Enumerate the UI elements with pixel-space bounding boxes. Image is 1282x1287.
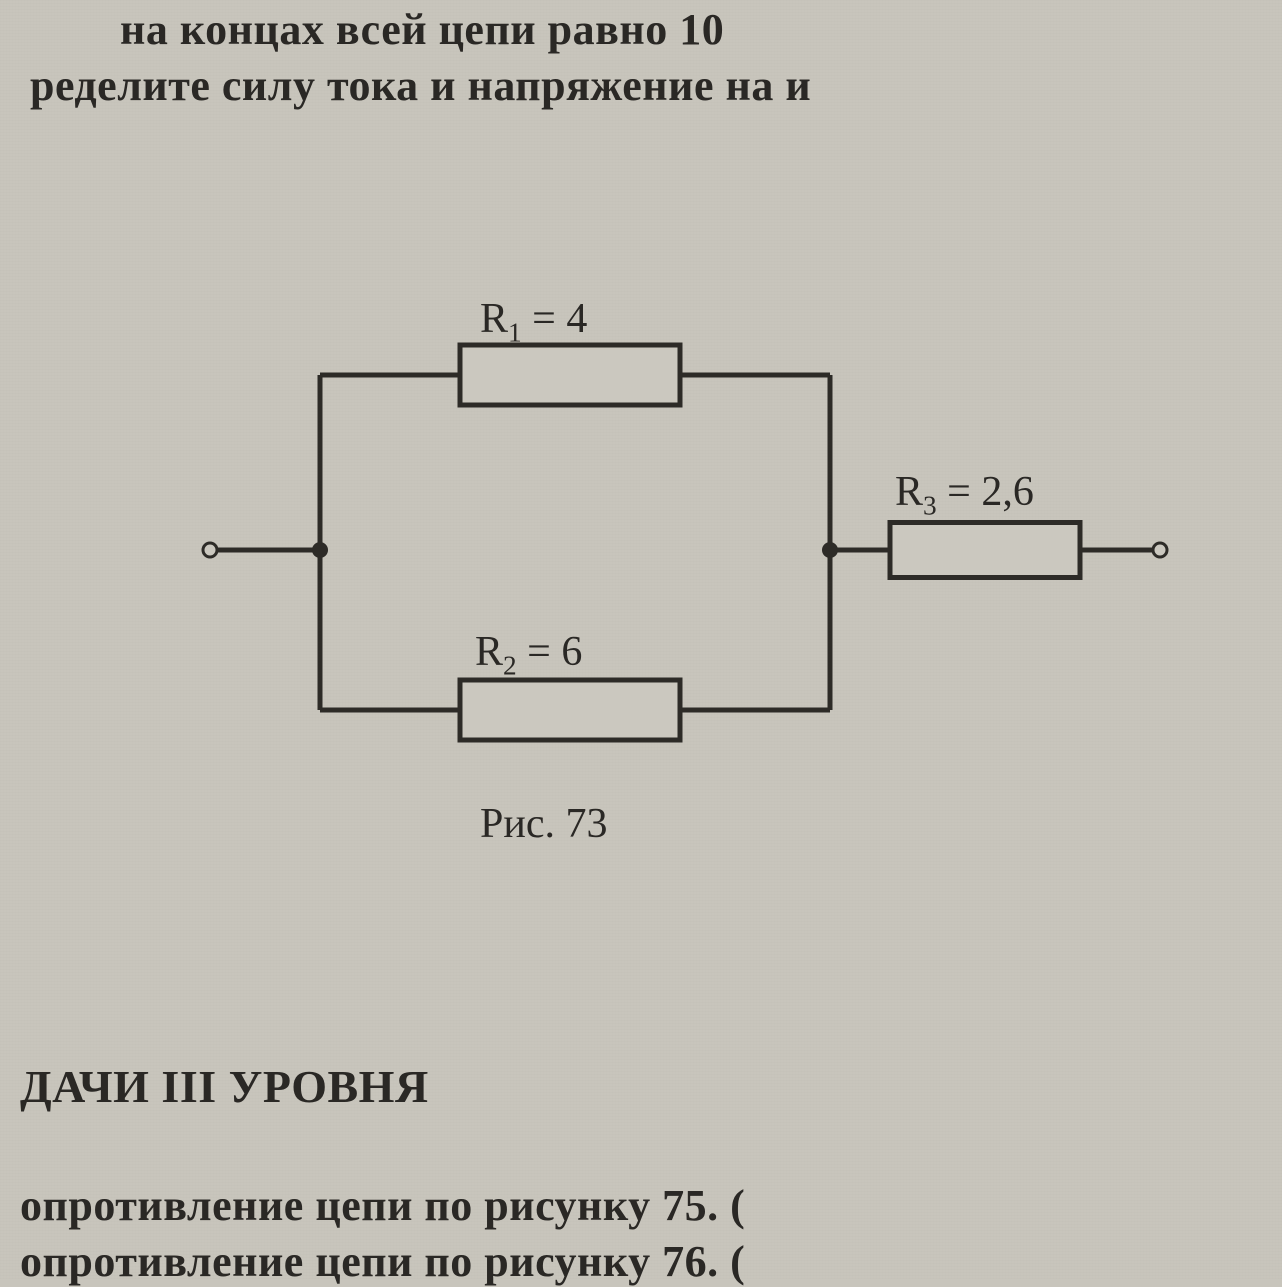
circuit-svg xyxy=(0,200,1282,900)
resistor-label-r1: R1 = 4 xyxy=(480,295,587,348)
section-heading: ДАЧИ III УРОВНЯ xyxy=(20,1060,429,1113)
partial-text-top-2: ределите силу тока и напряжение на и xyxy=(30,60,811,111)
partial-text-top-1: на концах всей цепи равно 10 xyxy=(120,4,724,55)
resistor-label-r3: R3 = 2,6 xyxy=(895,468,1034,521)
partial-text-bottom-2: опротивление цепи по рисунку 76. ( xyxy=(20,1236,745,1287)
figure-caption: Рис. 73 xyxy=(480,800,607,848)
resistor-label-r2: R2 = 6 xyxy=(475,628,582,681)
partial-text-bottom-1: опротивление цепи по рисунку 75. ( xyxy=(20,1180,745,1231)
circuit-diagram: R1 = 4 R2 = 6 R3 = 2,6 Рис. 73 xyxy=(0,200,1282,900)
